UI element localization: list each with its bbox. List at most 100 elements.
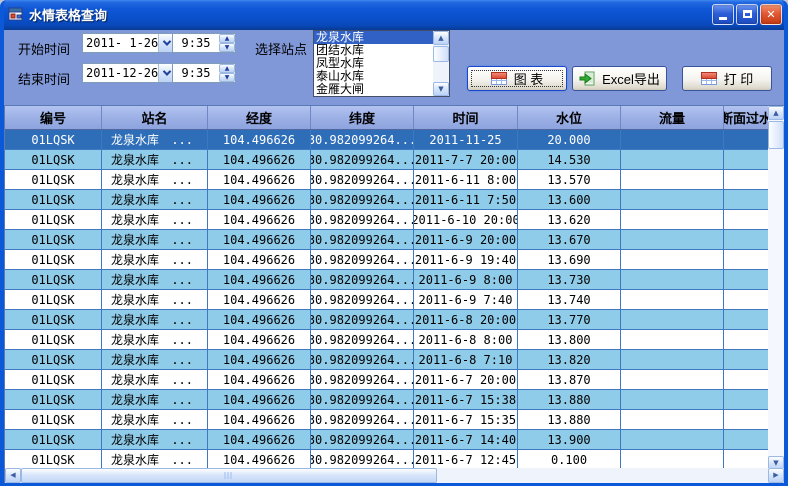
cell[interactable]: 2011-6-9 8:00	[414, 270, 518, 290]
table-row[interactable]: 01LQSK 龙泉水库... 104.496626 30.982099264... 20…	[5, 210, 768, 230]
cell[interactable]: 01LQSK	[5, 310, 102, 330]
cell[interactable]: 2011-6-7 12:45	[414, 450, 518, 470]
cell[interactable]: 13.570	[518, 170, 621, 190]
maximize-button[interactable]	[736, 3, 758, 25]
table-row[interactable]: 01LQSK 龙泉水库... 104.496626 30.982099264... 20…	[5, 250, 768, 270]
scrollbar-thumb[interactable]	[21, 468, 437, 483]
cell[interactable]: 龙泉水库...	[102, 230, 208, 250]
cell[interactable]: 13.800	[518, 330, 621, 350]
column-header[interactable]: 水位	[518, 106, 621, 129]
table-row[interactable]: 01LQSK 龙泉水库... 104.496626 30.982099264... 20…	[5, 230, 768, 250]
cell[interactable]: 01LQSK	[5, 150, 102, 170]
cell[interactable]: 龙泉水库...	[102, 390, 208, 410]
cell[interactable]: 104.496626	[208, 370, 311, 390]
cell[interactable]: 龙泉水库...	[102, 330, 208, 350]
cell[interactable]	[621, 190, 724, 210]
cell[interactable]	[621, 430, 724, 450]
cell[interactable]: 30.982099264...	[311, 150, 414, 170]
start-time-spinner[interactable]: 9:35 ▲ ▼	[172, 33, 236, 53]
end-date-dropdown-button[interactable]	[158, 64, 176, 82]
spin-up-icon[interactable]: ▲	[219, 64, 235, 73]
cell[interactable]	[724, 150, 768, 170]
table-row[interactable]: 01LQSK 龙泉水库... 104.496626 30.982099264... 20…	[5, 310, 768, 330]
cell[interactable]: 104.496626	[208, 450, 311, 470]
cell[interactable]: 01LQSK	[5, 370, 102, 390]
cell[interactable]: 2011-11-25	[414, 130, 518, 150]
cell[interactable]: 01LQSK	[5, 190, 102, 210]
cell[interactable]: 01LQSK	[5, 270, 102, 290]
cell[interactable]	[724, 130, 768, 150]
cell[interactable]	[724, 170, 768, 190]
cell[interactable]: 2011-7-7 20:00	[414, 150, 518, 170]
scroll-up-icon[interactable]: ▲	[433, 31, 449, 45]
station-list-item[interactable]: 龙泉水库	[314, 31, 433, 44]
column-header[interactable]: 站名	[102, 106, 208, 129]
cell[interactable]: 01LQSK	[5, 210, 102, 230]
cell[interactable]: 13.880	[518, 410, 621, 430]
cell[interactable]	[724, 290, 768, 310]
cell[interactable]: 13.690	[518, 250, 621, 270]
cell[interactable]: 01LQSK	[5, 250, 102, 270]
scroll-down-icon[interactable]: ▼	[433, 82, 449, 96]
cell[interactable]: 104.496626	[208, 170, 311, 190]
column-header[interactable]: 编号	[5, 106, 102, 129]
station-list-item[interactable]: 团结水库	[316, 43, 365, 57]
excel-export-button[interactable]: Excel导出	[572, 66, 667, 91]
cell[interactable]: 30.982099264...	[311, 310, 414, 330]
cell[interactable]: 13.870	[518, 370, 621, 390]
cell[interactable]	[621, 390, 724, 410]
cell[interactable]: 2011-6-8 7:10	[414, 350, 518, 370]
cell[interactable]: 30.982099264...	[311, 230, 414, 250]
station-list-item[interactable]: 金雁大闸	[316, 82, 365, 96]
cell[interactable]: 2011-6-7 14:40	[414, 430, 518, 450]
cell[interactable]	[621, 370, 724, 390]
cell[interactable]: 104.496626	[208, 390, 311, 410]
cell[interactable]: 2011-6-7 15:38	[414, 390, 518, 410]
table-row[interactable]: 01LQSK 龙泉水库... 104.496626 30.982099264... 20…	[5, 130, 768, 150]
cell[interactable]	[724, 430, 768, 450]
cell[interactable]: 01LQSK	[5, 350, 102, 370]
cell[interactable]: 104.496626	[208, 270, 311, 290]
cell[interactable]: 104.496626	[208, 350, 311, 370]
cell[interactable]: 30.982099264...	[311, 410, 414, 430]
cell[interactable]	[724, 230, 768, 250]
cell[interactable]	[621, 170, 724, 190]
cell[interactable]: 30.982099264...	[311, 270, 414, 290]
cell[interactable]: 30.982099264...	[311, 170, 414, 190]
scroll-up-icon[interactable]: ▲	[768, 106, 784, 120]
cell[interactable]: 13.730	[518, 270, 621, 290]
cell[interactable]: 13.740	[518, 290, 621, 310]
cell[interactable]: 20.000	[518, 130, 621, 150]
cell[interactable]: 14.530	[518, 150, 621, 170]
start-date-dropdown-button[interactable]	[158, 34, 176, 52]
cell[interactable]: 龙泉水库...	[102, 450, 208, 470]
cell[interactable]	[724, 390, 768, 410]
table-row[interactable]: 01LQSK 龙泉水库... 104.496626 30.982099264... 20…	[5, 270, 768, 290]
scroll-left-icon[interactable]: ◀	[5, 468, 21, 483]
cell[interactable]: 龙泉水库...	[102, 410, 208, 430]
cell[interactable]: 30.982099264...	[311, 290, 414, 310]
cell[interactable]: 龙泉水库...	[102, 350, 208, 370]
cell[interactable]	[724, 370, 768, 390]
cell[interactable]	[724, 410, 768, 430]
cell[interactable]: 104.496626	[208, 210, 311, 230]
cell[interactable]: 01LQSK	[5, 410, 102, 430]
spin-down-icon[interactable]: ▼	[219, 43, 235, 52]
cell[interactable]: 2011-6-9 7:40	[414, 290, 518, 310]
cell[interactable]: 104.496626	[208, 430, 311, 450]
cell[interactable]	[724, 450, 768, 470]
cell[interactable]	[621, 290, 724, 310]
cell[interactable]: 01LQSK	[5, 390, 102, 410]
cell[interactable]: 01LQSK	[5, 170, 102, 190]
cell[interactable]: 2011-6-9 19:40	[414, 250, 518, 270]
cell[interactable]	[621, 350, 724, 370]
column-header[interactable]: 时间	[414, 106, 518, 129]
cell[interactable]: 104.496626	[208, 130, 311, 150]
cell[interactable]: 13.620	[518, 210, 621, 230]
cell[interactable]: 104.496626	[208, 250, 311, 270]
cell[interactable]	[724, 330, 768, 350]
cell[interactable]: 01LQSK	[5, 430, 102, 450]
cell[interactable]: 13.900	[518, 430, 621, 450]
cell[interactable]: 2011-6-9 20:00	[414, 230, 518, 250]
station-listbox[interactable]: 龙泉水库 团结水库 凤型水库 泰山水库 金雁大闸 ▲ ▼	[313, 30, 450, 97]
